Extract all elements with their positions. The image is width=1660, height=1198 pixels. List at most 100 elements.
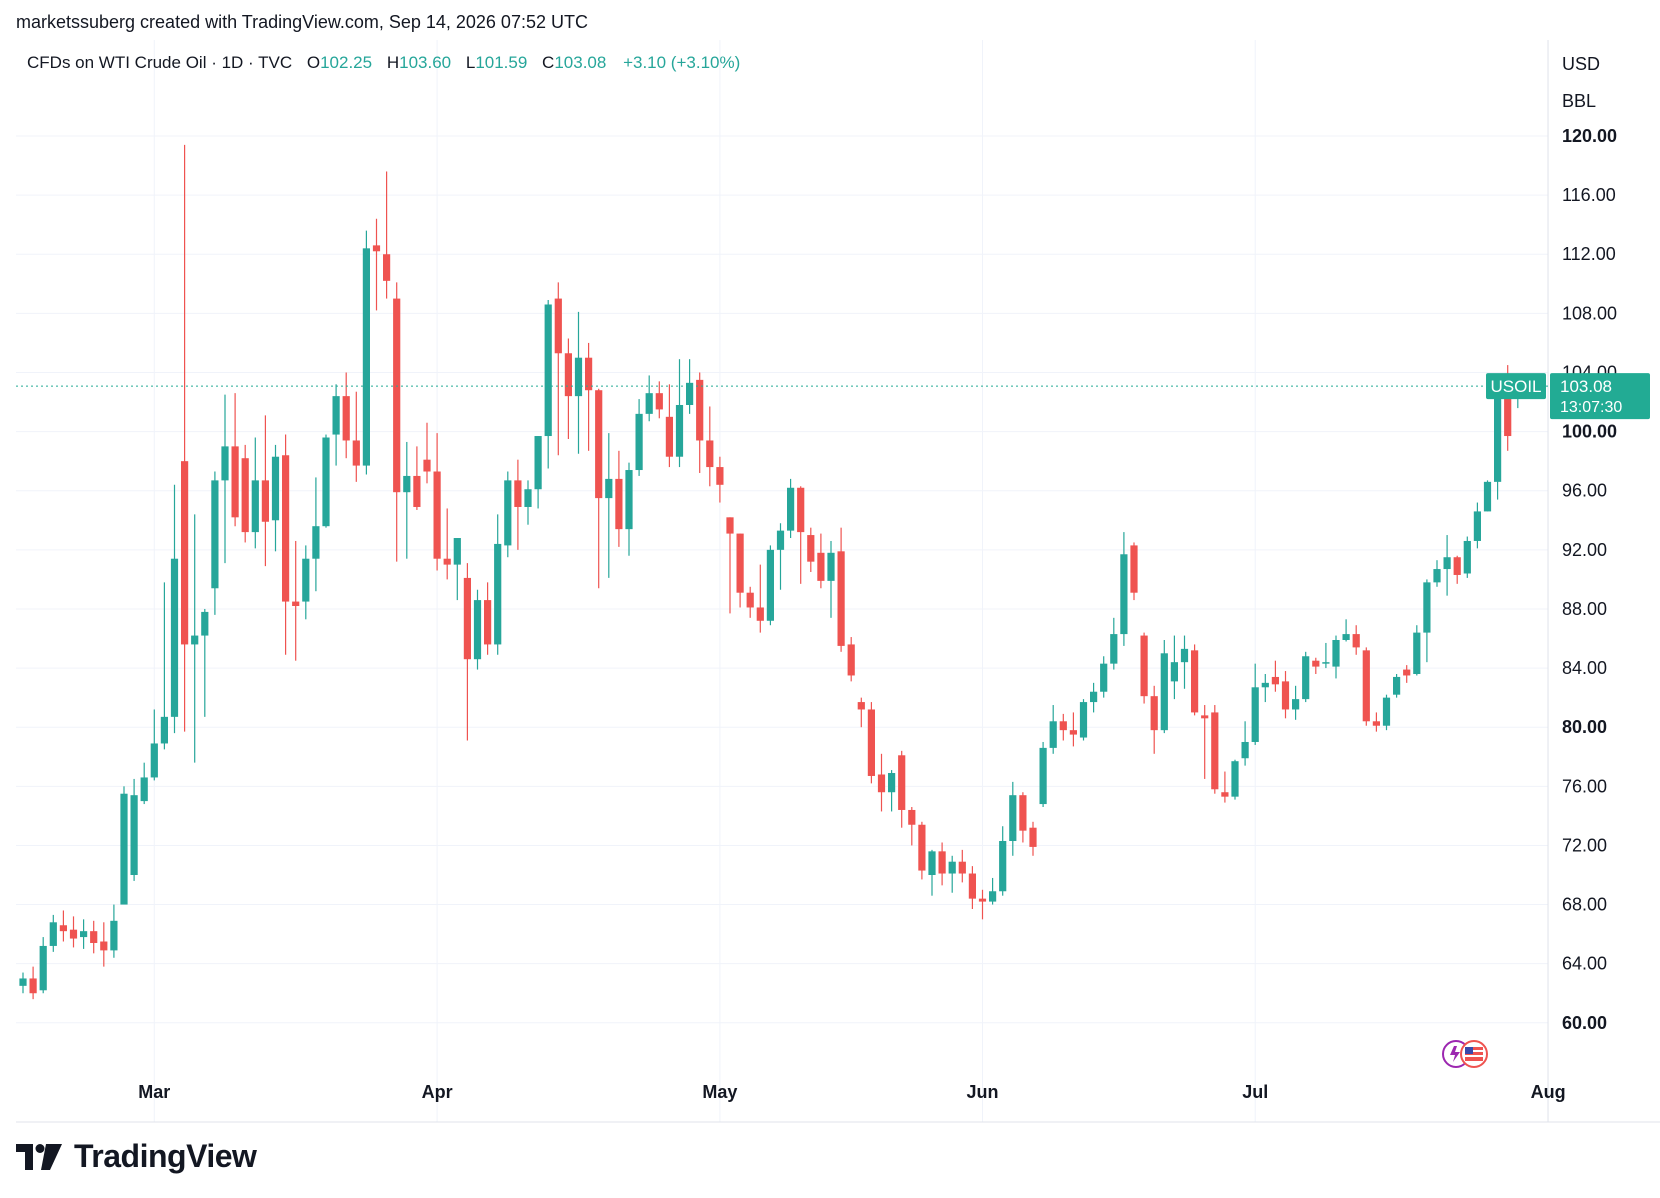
candle-down xyxy=(393,282,401,562)
candle-body xyxy=(615,478,623,530)
candle-up xyxy=(999,826,1007,896)
candle-down xyxy=(1019,792,1027,843)
candle-body xyxy=(362,248,370,466)
y-tick-label: 112.00 xyxy=(1562,244,1616,264)
candle-body xyxy=(1504,397,1512,437)
candle-up xyxy=(524,480,532,525)
candle-body xyxy=(29,978,37,994)
candle-down xyxy=(484,582,492,655)
candle-down xyxy=(968,866,976,909)
x-tick-label: May xyxy=(702,1082,737,1102)
candle-body xyxy=(574,357,583,397)
candle-down xyxy=(736,533,744,608)
candle-up xyxy=(1079,699,1088,741)
plot-area xyxy=(16,40,1548,1122)
candle-body xyxy=(989,891,997,902)
last-price-badge: USOIL 103.08 13:07:30 xyxy=(1486,373,1650,420)
candle-body xyxy=(1211,712,1219,790)
x-tick-label: Jun xyxy=(966,1082,998,1102)
candle-body xyxy=(1403,669,1411,676)
candle-down xyxy=(978,889,987,920)
flag-icon[interactable] xyxy=(1442,1040,1488,1068)
candle-body xyxy=(130,795,138,875)
candle-body xyxy=(1059,721,1067,731)
x-axis-labels[interactable]: MarAprMayJunJulAugSep xyxy=(138,1082,1660,1102)
legend: CFDs on WTI Crude Oil · 1D · TVC O102.25… xyxy=(27,53,740,72)
candle-up xyxy=(362,230,370,475)
candle-body xyxy=(544,304,552,437)
candle-body xyxy=(352,440,360,466)
candle-body xyxy=(1393,676,1401,695)
candle-down xyxy=(958,849,966,883)
candle-body xyxy=(322,437,330,527)
candle-body xyxy=(463,577,471,660)
chart-credit: marketssuberg created with TradingView.c… xyxy=(16,12,588,32)
candle-down xyxy=(665,384,673,468)
candle-up xyxy=(1413,625,1421,676)
candle-body xyxy=(19,978,27,986)
candle-body xyxy=(1342,634,1350,640)
candle-up xyxy=(1100,656,1108,698)
candle-body xyxy=(585,357,593,391)
candle-up xyxy=(140,762,148,805)
candle-body xyxy=(1241,741,1249,759)
candle-up xyxy=(110,904,118,958)
candle-up xyxy=(191,514,199,763)
candle-body xyxy=(1433,569,1441,583)
y-tick-label: 80.00 xyxy=(1562,717,1607,737)
candle-body xyxy=(211,480,219,589)
candle-up xyxy=(1342,619,1350,642)
candle-down xyxy=(1352,625,1360,655)
candle-up xyxy=(1049,705,1057,754)
candle-down xyxy=(181,144,189,732)
candle-up xyxy=(302,545,310,620)
candle-body xyxy=(1382,697,1391,726)
candle-body xyxy=(231,446,239,518)
candle-body xyxy=(948,861,956,874)
candle-down xyxy=(1069,712,1077,747)
legend-open-value: 102.25 xyxy=(320,53,372,72)
candle-body xyxy=(726,517,734,534)
candle-down xyxy=(908,807,916,846)
candle-down xyxy=(1130,542,1138,601)
candle-down xyxy=(1029,821,1037,856)
candle-down xyxy=(59,910,67,942)
candle-down xyxy=(241,444,249,543)
candle-body xyxy=(1494,397,1502,482)
candle-body xyxy=(1039,747,1047,805)
candle-body xyxy=(150,743,158,778)
candle-body xyxy=(756,607,764,621)
candle-down xyxy=(514,459,522,550)
candle-down xyxy=(726,517,734,614)
legend-close-label: C xyxy=(542,53,554,72)
candle-body xyxy=(968,873,976,899)
tradingview-brand[interactable]: TradingView xyxy=(16,1138,257,1175)
candle-body xyxy=(1029,827,1037,847)
candle-body xyxy=(120,793,128,905)
y-tick-label: 68.00 xyxy=(1562,895,1607,915)
candle-body xyxy=(110,920,118,951)
candle-body xyxy=(534,436,542,490)
unit-label[interactable]: BBL xyxy=(1562,91,1596,111)
candle-down xyxy=(615,450,623,547)
candle-up xyxy=(1473,502,1481,549)
legend-low-label: L xyxy=(466,53,475,72)
candle-body xyxy=(867,709,875,776)
candle-body xyxy=(1090,691,1098,703)
candle-body xyxy=(635,413,643,471)
y-axis-labels[interactable]: 120.00116.00112.00108.00104.00100.0096.0… xyxy=(1562,126,1617,1033)
currency-label[interactable]: USD xyxy=(1562,54,1600,74)
candle-body xyxy=(605,478,613,499)
candle-body xyxy=(675,404,684,457)
candle-body xyxy=(898,755,906,810)
candle-down xyxy=(938,842,946,886)
legend-high-label: H xyxy=(387,53,399,72)
candle-down xyxy=(817,533,825,589)
candle-body xyxy=(332,396,340,435)
candle-body xyxy=(978,898,987,902)
candle-body xyxy=(999,841,1007,892)
candle-down xyxy=(69,916,78,948)
candle-up xyxy=(1332,635,1340,679)
y-tick-label: 88.00 xyxy=(1562,599,1607,619)
